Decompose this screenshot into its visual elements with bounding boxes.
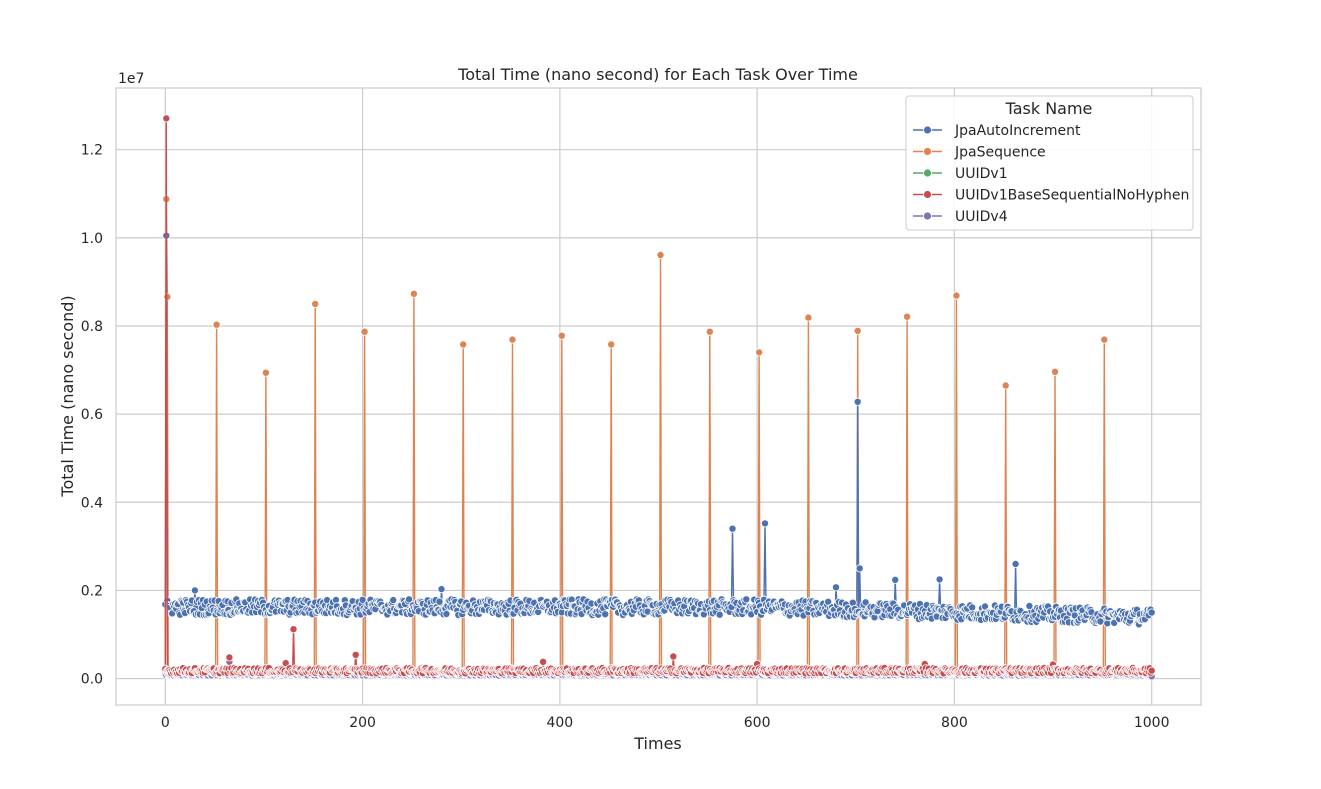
data-point [213, 321, 220, 328]
data-point [904, 313, 911, 320]
data-point [805, 314, 812, 321]
data-point [558, 332, 565, 339]
data-point [361, 328, 368, 335]
data-point [436, 598, 443, 605]
data-point [706, 328, 713, 335]
data-point [460, 341, 467, 348]
data-point [892, 576, 899, 583]
data-point [163, 115, 170, 122]
data-point [969, 604, 976, 611]
data-point [761, 520, 768, 527]
data-point [1012, 560, 1019, 567]
data-point [390, 597, 397, 604]
data-point [410, 290, 417, 297]
data-point [743, 596, 750, 603]
data-point [1148, 609, 1155, 616]
data-point [716, 611, 723, 618]
data-point [191, 587, 198, 594]
data-point [832, 584, 839, 591]
data-point [670, 653, 677, 660]
data-point [854, 327, 861, 334]
data-point [509, 336, 516, 343]
data-point [729, 525, 736, 532]
data-point [608, 341, 615, 348]
data-point [352, 651, 359, 658]
data-point [854, 398, 861, 405]
data-point [657, 251, 664, 258]
data-point [443, 610, 450, 617]
data-point [540, 658, 547, 665]
data-point [1002, 382, 1009, 389]
data-point [226, 654, 233, 661]
data-point [312, 300, 319, 307]
data-point [262, 369, 269, 376]
data-point [756, 349, 763, 356]
data-point [936, 576, 943, 583]
data-point [290, 626, 297, 633]
data-point [953, 292, 960, 299]
data-point [438, 586, 445, 593]
data-point [602, 611, 609, 618]
data-point [856, 565, 863, 572]
data-point [1101, 336, 1108, 343]
data-point [1051, 368, 1058, 375]
data-point [1097, 618, 1104, 625]
